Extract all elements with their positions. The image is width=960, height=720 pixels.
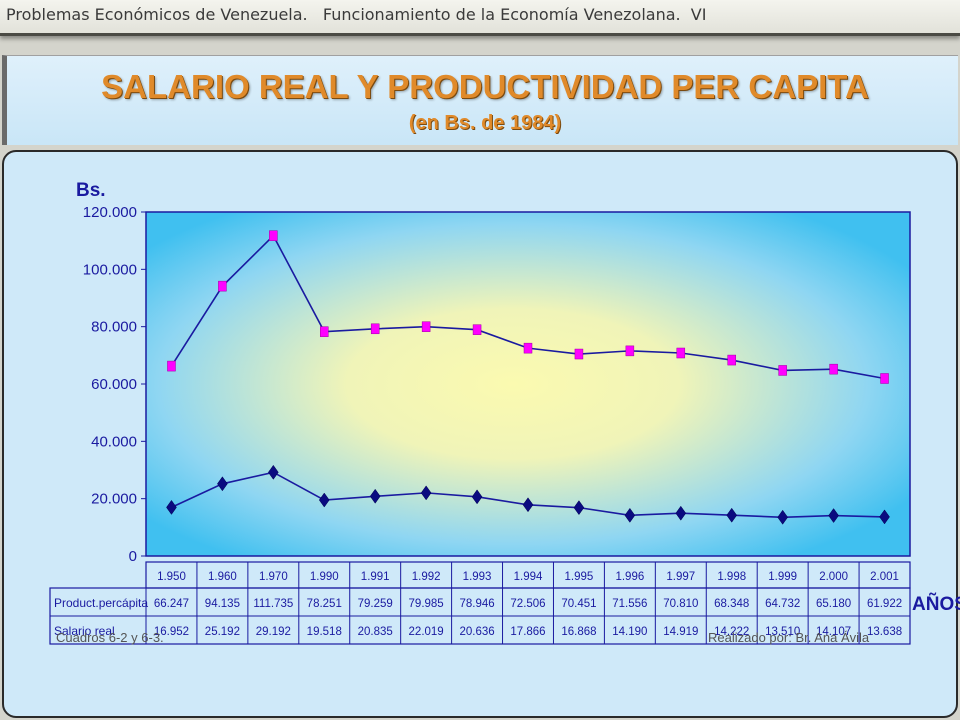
salary-point [369,488,381,504]
y-axis-label: Bs. [76,180,106,201]
y-tick-label: 120.000 [83,204,137,221]
data-label: 14.190 [612,626,647,638]
data-label: 13.510 [765,626,800,638]
title-banner [2,55,958,145]
product-point [370,323,380,335]
x-tick-label: 2.001 [870,571,899,583]
data-label: 111.735 [253,598,293,610]
data-label: 65.180 [816,598,851,610]
x-tick-label: 1.995 [565,571,594,583]
data-label: 20.835 [358,626,393,638]
salary-point [318,492,330,508]
data-label: 19.518 [307,626,342,638]
data-label: 22.019 [409,626,444,638]
x-tick-label: 1.970 [259,571,288,583]
data-label: 16.868 [561,626,596,638]
salary-point [573,500,585,516]
data-label: 79.259 [358,598,393,610]
author-note: Realizado por: Br. Ana Ávila [708,630,870,645]
legend-label-salary: Salario real [54,624,115,638]
salary-point [879,509,890,525]
chart-title: SALARIO REAL Y PRODUCTIVIDAD PER CAPITA [101,68,869,105]
y-tick-label: 0 [129,548,137,565]
data-label: 71.556 [612,598,647,610]
y-tick-label: 80.000 [91,319,137,336]
salary-point [166,499,177,515]
y-tick-label: 60.000 [91,376,137,393]
product-point [421,321,431,332]
product-point [829,363,838,375]
salary-point [217,476,228,492]
product-point [218,280,227,292]
data-label: 72.506 [510,598,545,610]
x-tick-label: 1.992 [412,571,441,583]
product-point [778,365,787,376]
data-label: 14.222 [714,626,749,638]
salary-point [777,509,788,525]
data-label: 14.107 [816,626,851,638]
data-label: 61.922 [867,598,902,610]
data-label: 25.192 [205,626,240,638]
data-label: 20.636 [459,626,494,638]
data-label: 16.952 [154,626,189,638]
data-label: 17.866 [510,626,545,638]
x-tick-label: 1.990 [310,571,339,583]
salary-point [726,507,738,523]
source-note: Cuadros 6-2 y 6-3. [56,630,164,645]
product-point [167,360,176,372]
course-title: Problemas Económicos de Venezuela. Funci… [6,5,707,24]
chart-subtitle: (en Bs. de 1984) [408,112,562,134]
data-label: 29.192 [256,626,291,638]
data-label: 13.638 [867,626,902,638]
x-tick-label: 1.994 [514,571,543,583]
top-header-bar: Problemas Económicos de Venezuela. Funci… [0,0,960,36]
product-point [269,230,278,241]
data-label: 78.251 [307,598,342,610]
salary-point [675,505,687,521]
data-label: 78.946 [459,598,494,610]
salary-point [420,485,432,501]
legend-label-product: Product.percápita [54,596,148,610]
salary-point [522,497,534,513]
x-tick-label: 1.997 [666,571,695,583]
data-label: 64.732 [765,598,800,610]
data-label: 79.985 [409,598,444,610]
x-tick-label: 1.993 [463,571,492,583]
data-label: 70.810 [663,598,698,610]
product-point [880,373,889,384]
data-label: 70.451 [561,598,596,610]
product-point [676,347,686,359]
product-point [523,342,533,354]
x-tick-label: 1.960 [208,571,237,583]
x-tick-label: 2.000 [819,571,848,583]
salary-point [268,464,279,480]
product-point [625,345,635,357]
y-tick-label: 20.000 [91,491,137,508]
x-tick-label: 1.996 [615,571,644,583]
data-label: 94.135 [205,598,240,610]
data-label: 68.348 [714,598,749,610]
y-tick-label: 100.000 [83,261,137,278]
salary-point [471,489,483,505]
data-label: 66.247 [154,598,189,610]
x-tick-label: 1.950 [157,571,186,583]
x-axis-label: AÑOS [912,593,960,615]
salary-point [828,508,839,523]
product-point [472,324,482,335]
salary-point [624,507,636,523]
product-point [320,326,329,337]
data-label: 14.919 [663,626,698,638]
y-tick-label: 40.000 [91,433,137,450]
x-tick-label: 1.991 [361,571,390,583]
product-point [727,354,736,366]
product-point [574,348,584,360]
x-tick-label: 1.999 [768,571,797,583]
x-tick-label: 1.998 [717,571,746,583]
